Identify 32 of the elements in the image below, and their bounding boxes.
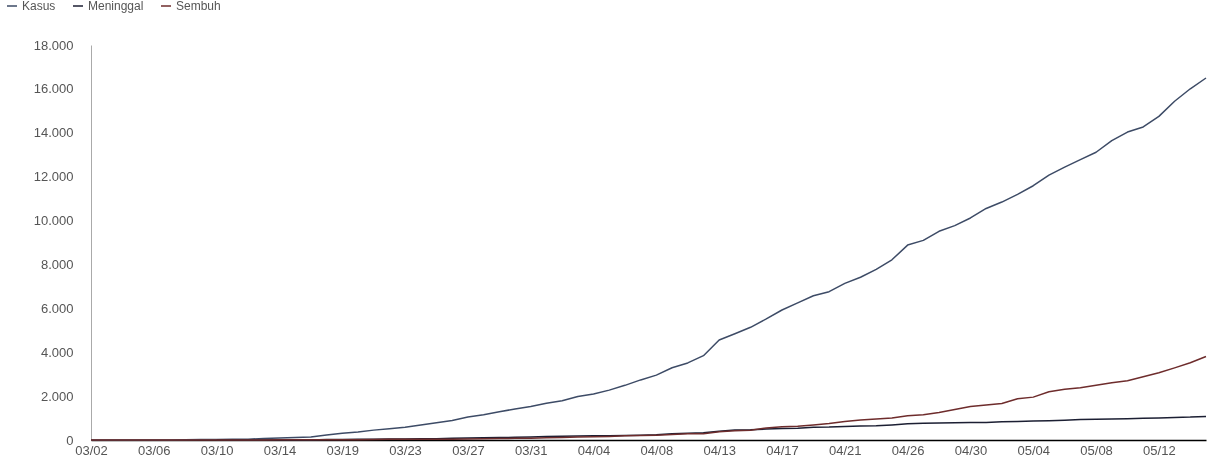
y-tick-label: 8.000: [40, 256, 74, 272]
legend-label: Sembuh: [176, 0, 221, 13]
x-tick-label: 04/21: [829, 442, 862, 458]
x-tick-label: 04/30: [954, 442, 988, 458]
x-tick-label: 03/14: [263, 442, 297, 458]
y-tick-label: 10.000: [33, 213, 74, 229]
x-tick-label: 04/08: [640, 442, 674, 458]
x-tick-label: 04/13: [703, 442, 736, 458]
x-tick-label: 04/04: [577, 442, 611, 458]
x-tick-label: 03/10: [200, 442, 234, 458]
x-tick-label: 03/23: [389, 442, 422, 458]
x-tick-label: 04/17: [766, 442, 799, 458]
x-tick-label: 04/26: [891, 442, 925, 458]
y-tick-label: 18.000: [33, 37, 74, 53]
y-tick-label: 12.000: [33, 169, 74, 185]
x-tick-label: 03/02: [75, 442, 108, 458]
legend-label: Meninggal: [88, 0, 144, 13]
y-tick-label: 16.000: [33, 81, 74, 97]
x-tick-label: 05/08: [1080, 442, 1113, 458]
x-tick-label: 03/06: [138, 442, 171, 458]
line-series: [90, 355, 1207, 441]
legend-label: Kasus: [22, 0, 56, 13]
y-tick-label: 4.000: [40, 344, 74, 360]
x-tick-label: 03/31: [514, 442, 548, 458]
x-tick-label: 03/19: [326, 442, 360, 458]
y-tick-label: 2.000: [40, 388, 74, 404]
y-tick-label: 0: [66, 432, 74, 448]
x-tick-label: 03/27: [452, 442, 485, 458]
y-tick-label: 6.000: [40, 300, 74, 316]
x-tick-label: 05/04: [1017, 442, 1051, 458]
x-tick-label: 05/12: [1143, 442, 1176, 458]
y-tick-label: 14.000: [33, 125, 74, 141]
